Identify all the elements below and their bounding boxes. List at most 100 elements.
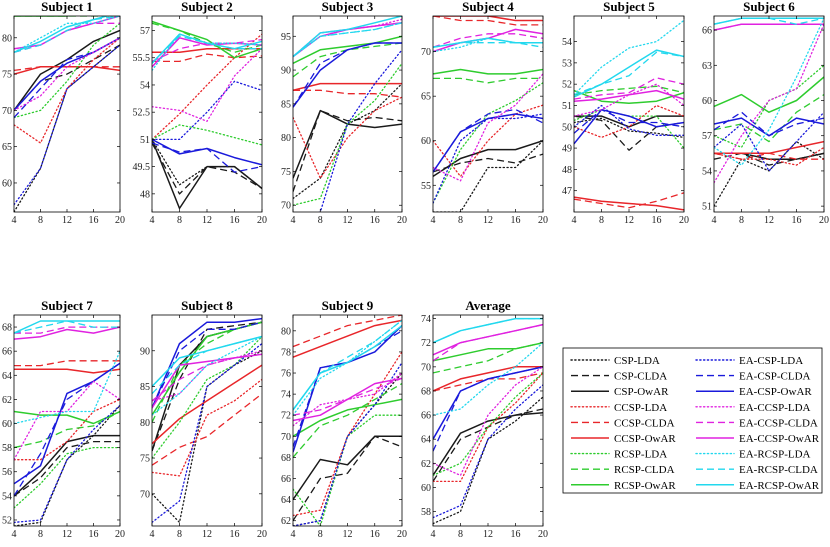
panel-subject-8: Subject 8 4 8 12 16 20 70 75 80 85 90 [140,298,267,540]
x-tick-label: 20 [115,529,125,540]
series-line-ea-rcsp-clda [574,51,684,96]
series-line-ea-rcsp-lda [433,342,543,416]
y-tick-label: 70 [2,106,12,117]
series-line-ea-rcsp-owar [433,317,543,344]
y-tick-label: 47 [562,186,572,197]
y-tick-label: 63 [702,61,712,72]
x-tick-label: 20 [538,215,548,226]
x-tick-label: 16 [370,529,380,540]
y-tick-label: 80 [281,133,291,144]
series-line-ea-csp-lda [714,111,824,172]
series-line-ea-rcsp-clda [293,22,402,58]
panel-title: Average [465,298,510,313]
plot-area [152,315,262,526]
legend-label: CSP-CLDA [614,371,667,383]
series-line-ea-csp-owar [152,317,262,409]
y-tick-label: 48 [140,189,150,200]
series-line-rcsp-clda [433,342,543,374]
x-tick-label: 8 [38,529,43,540]
series-line-ea-rcsp-clda [293,319,402,411]
panel-subject-9: Subject 9 4 8 12 16 20 62 64 66 68 70 72 74 76 78 80 [281,298,407,540]
panel-title: Subject 4 [462,0,514,14]
series-lines [293,315,402,526]
legend-label: RCSP-CLDA [614,464,675,476]
legend-entry-csp-lda: CSP-LDA [570,355,660,367]
y-tick-label: 60 [421,136,431,147]
y-tick-label: 90 [140,346,150,357]
legend-entry-ea-ccsp-lda: EA-CCSP-LDA [695,402,811,414]
x-tick-label: 16 [652,215,662,226]
legend-entry-ccsp-clda: CCSP-CLDA [571,417,675,429]
legend-label: EA-CSP-CLDA [739,371,811,383]
series-line-ccsp-lda [152,378,262,477]
x-tick-label: 12 [202,529,212,540]
y-tick-label: 66 [421,411,431,422]
series-line-csp-owar [433,411,543,476]
series-line-rcsp-clda [433,77,543,84]
legend-label: RCSP-OwAR [614,480,676,492]
y-tick-label: 70 [281,432,291,443]
y-tick-label: 68 [2,323,12,334]
series-line-rcsp-owar [574,89,684,105]
series-line-ea-ccsp-lda [574,83,684,117]
series-line-rcsp-lda [152,124,262,146]
series-line-rcsp-owar [293,35,402,64]
series-line-ccsp-owar [152,364,262,445]
x-tick-label: 4 [572,215,577,226]
legend-entry-ea-ccsp-owar: EA-CCSP-OwAR [696,433,820,445]
x-tick-label: 8 [318,529,323,540]
y-tick-label: 57 [140,26,150,37]
series-line-ccsp-clda [152,53,262,63]
legend-label: EA-CSP-LDA [739,355,803,367]
series-line-ccsp-owar [714,140,824,155]
y-tick-label: 68 [281,453,291,464]
panel-title: Subject 2 [181,0,233,14]
series-lines [152,20,262,210]
y-tick-label: 85 [281,99,291,110]
y-tick-label: 76 [281,369,291,380]
y-tick-label: 64 [2,371,12,382]
plot-area [14,16,120,212]
x-tick-label: 16 [792,215,802,226]
series-line-ea-csp-lda [293,361,402,526]
series-line-ea-csp-owar [152,138,262,166]
series-line-ea-ccsp-lda [714,23,824,184]
series-line-rcsp-owar [152,20,262,59]
legend-entry-ea-rcsp-lda: EA-RCSP-LDA [695,449,811,461]
series-line-csp-owar [293,435,402,501]
y-tick-label: 62 [421,459,431,470]
series-line-ccsp-owar [433,366,543,392]
series-line-ea-rcsp-owar [152,335,262,388]
y-tick-label: 75 [140,454,150,465]
legend-entry-ccsp-owar: CCSP-OwAR [571,433,676,445]
series-line-ea-rcsp-owar [293,325,402,411]
y-tick-label: 55.5 [133,53,151,64]
series-line-ea-csp-clda [574,109,684,134]
y-tick-label: 60 [421,483,431,494]
y-tick-label: 54 [2,491,12,502]
y-tick-label: 52.5 [133,108,151,119]
y-tick-label: 95 [281,32,291,43]
series-line-ea-csp-lda [433,384,543,519]
y-tick-label: 60 [2,178,12,189]
legend-entry-ea-rcsp-clda: EA-RCSP-CLDA [696,464,818,476]
series-line-ea-rcsp-clda [14,320,120,334]
series-line-ea-rcsp-owar [293,16,402,58]
x-tick-label: 4 [12,529,17,540]
x-tick-label: 16 [230,529,240,540]
series-lines [293,16,402,212]
panel-subject-4: Subject 4 4 8 12 16 20 55 60 65 70 [421,0,548,226]
x-tick-label: 8 [177,215,182,226]
legend-label: CCSP-CLDA [614,417,675,429]
x-tick-label: 12 [202,215,212,226]
series-line-ea-ccsp-lda [433,73,543,182]
series-line-ea-ccsp-owar [574,89,684,102]
series-line-rcsp-owar [293,398,402,437]
x-tick-label: 4 [291,215,296,226]
x-tick-label: 4 [150,529,155,540]
series-line-ea-csp-clda [433,108,543,173]
series-line-ccsp-lda [433,104,543,178]
series-line-csp-owar [152,139,262,210]
y-tick-label: 54 [702,166,712,177]
